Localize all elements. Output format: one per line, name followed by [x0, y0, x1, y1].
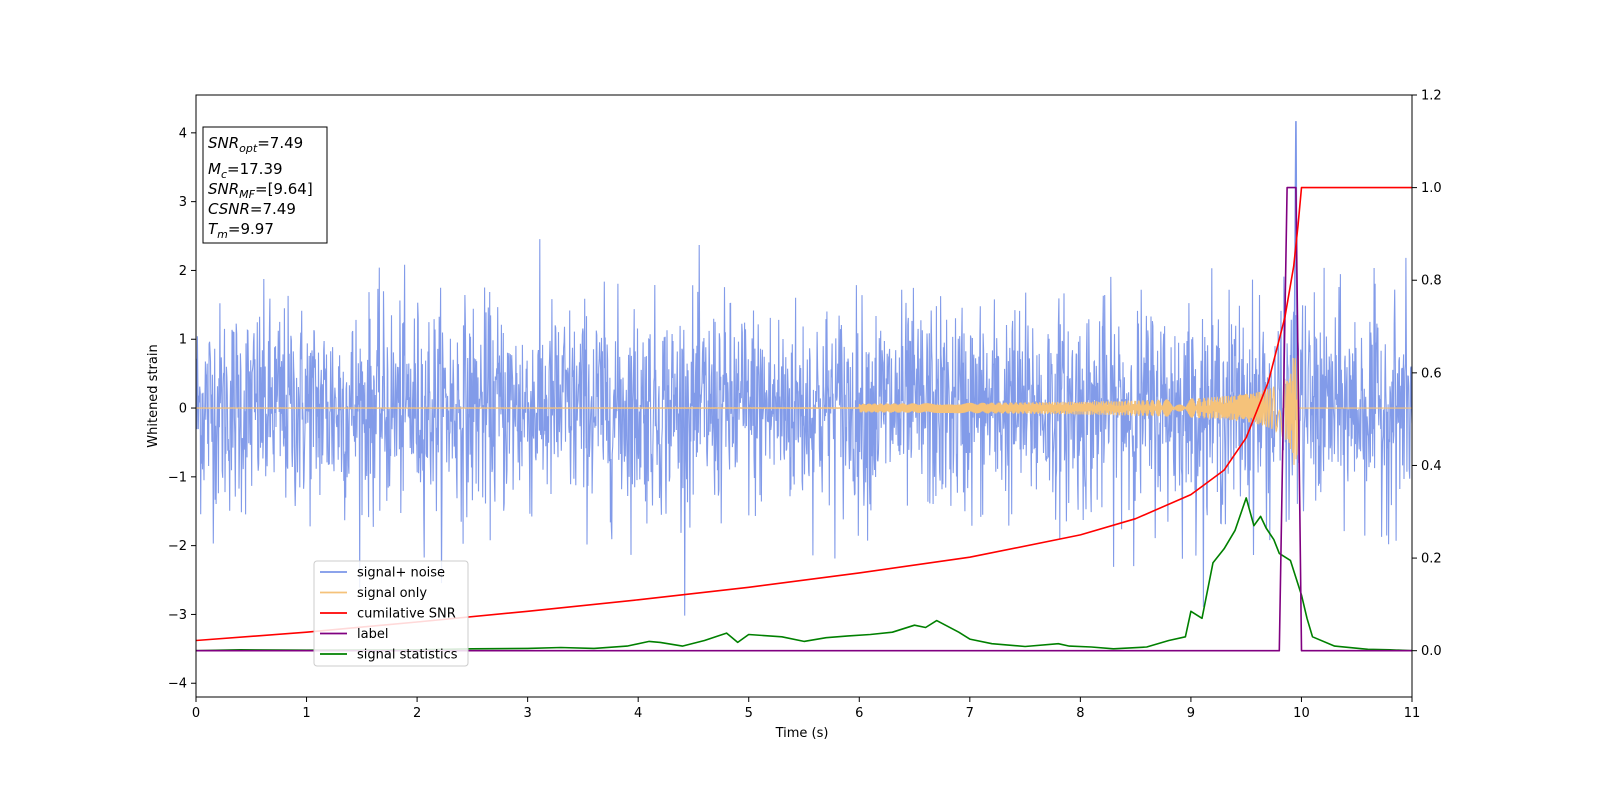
x-tick-label: 2 — [413, 706, 421, 721]
x-tick-label: 10 — [1293, 706, 1310, 721]
stats-line: SNRMF=[9.64] — [208, 180, 313, 201]
legend: signal+ noise signal only cumilative SNR la… — [313, 560, 469, 667]
x-tick-label: 7 — [966, 706, 974, 721]
y-right-tick-label: 0.6 — [1421, 366, 1442, 381]
stats-box-frame — [202, 126, 328, 244]
plot-area — [196, 121, 1412, 652]
y-left-tick-label: −3 — [168, 608, 187, 623]
legend-frame — [313, 560, 469, 667]
x-tick-label: 8 — [1076, 706, 1084, 721]
axes-frame — [195, 94, 1413, 698]
y-left-tick-label: −4 — [168, 677, 187, 692]
y-left-tick-label: 0 — [179, 402, 187, 417]
series-signal-only — [196, 355, 1412, 465]
x-tick-label: 5 — [745, 706, 753, 721]
y-right-tick-label: 0.8 — [1421, 274, 1442, 289]
y-left-tick-label: −2 — [168, 539, 187, 554]
stats-line: CSNR=7.49 — [208, 200, 296, 218]
legend-label: signal only — [357, 586, 427, 601]
stats-line: Mc=17.39 — [208, 160, 283, 181]
y-right-tick-label: 1.2 — [1421, 89, 1442, 104]
x-tick-label: 0 — [192, 706, 200, 721]
y-left-tick-label: 2 — [179, 264, 187, 279]
y-left-tick-label: 4 — [179, 126, 187, 141]
series-cumulative-snr — [196, 186, 1412, 642]
y-left-tick-label: 1 — [179, 333, 187, 348]
legend-label: label — [357, 627, 388, 642]
x-tick-label: 3 — [523, 706, 531, 721]
y-left-tick-label: 3 — [179, 195, 187, 210]
series-label — [196, 186, 1412, 652]
y-right-tick-label: 1.0 — [1421, 181, 1442, 196]
stats-box: SNRopt=7.49 Mc=17.39SNRMF=[9.64]CSNR=7.49… — [202, 126, 328, 244]
y-axis-left: −4 −3 −2 −1 0 1 2 3 4 — [168, 126, 196, 692]
series-signal-statistics — [196, 497, 1412, 652]
x-tick-label: 1 — [302, 706, 310, 721]
stats-line: Tm=9.97 — [208, 220, 274, 241]
y-left-tick-label: −1 — [168, 470, 187, 485]
legend-label: cumilative SNR — [357, 607, 456, 622]
stats-line: SNRopt=7.49 — [208, 134, 303, 155]
legend-label: signal+ noise — [357, 566, 445, 581]
y-axis-right: 0.0 0.2 0.4 0.6 0.8 1.0 1.2 — [1412, 89, 1442, 659]
x-axis: 0 1 2 3 4 5 6 7 8 9 10 11 — [192, 697, 1420, 721]
series-signal-noise — [196, 239, 1412, 616]
x-tick-label: 4 — [634, 706, 642, 721]
x-tick-label: 11 — [1404, 706, 1421, 721]
y-right-tick-label: 0.2 — [1421, 552, 1442, 567]
x-tick-label: 6 — [855, 706, 863, 721]
y-right-tick-label: 0.4 — [1421, 459, 1442, 474]
x-tick-label: 9 — [1187, 706, 1195, 721]
x-axis-label: Time (s) — [775, 726, 829, 741]
y-axis-label: Whitened strain — [146, 344, 161, 447]
legend-label: signal statistics — [357, 648, 458, 663]
y-right-tick-label: 0.0 — [1421, 644, 1442, 659]
